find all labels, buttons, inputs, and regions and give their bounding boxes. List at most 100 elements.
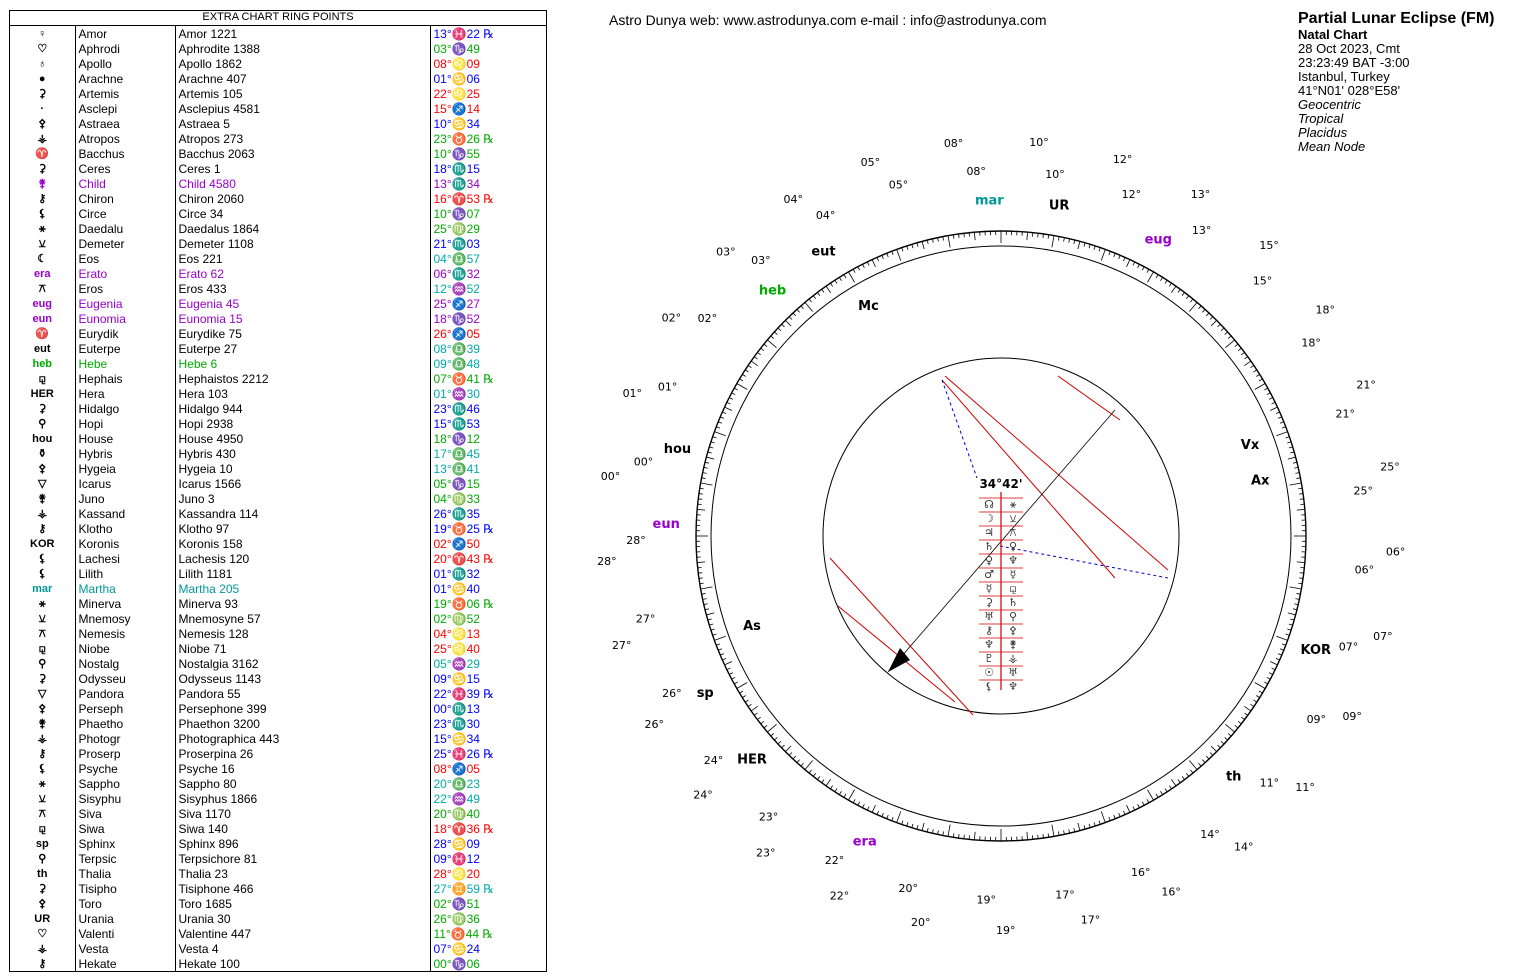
degree-tick [1292, 461, 1298, 464]
degree-tick [1237, 347, 1242, 352]
wheel-degree-label: 28° [597, 555, 617, 568]
degree-tick [707, 451, 712, 454]
degree-tick [1287, 456, 1296, 460]
wheel-degree-label: 20° [911, 916, 931, 929]
degree-tick [1275, 411, 1280, 414]
degree-tick [1290, 618, 1295, 621]
row-full-name: Artemis 105 [175, 86, 431, 101]
degree-tick [720, 416, 725, 419]
table-row: ⚹ Sappho Sappho 80 20°♎23 [10, 776, 546, 791]
degree-tick [834, 788, 838, 793]
row-symbol-icon: ⚹ [10, 221, 76, 236]
degree-tick [1042, 834, 1044, 839]
degree-tick [1256, 695, 1260, 698]
degree-tick [698, 577, 703, 579]
wheel-degree-label: 24° [693, 788, 713, 801]
table-row: ⚺ Demeter Demeter 1108 21°♏03 [10, 236, 546, 251]
row-symbol-icon: ⚶ [10, 506, 76, 521]
row-short-name: Martha [75, 581, 176, 596]
degree-tick [974, 831, 976, 840]
wheel-degree-label: 24° [704, 754, 724, 767]
row-position: 07°♋24 [433, 941, 480, 956]
row-full-name: Martha 205 [175, 581, 431, 596]
row-symbol-icon: ♡ [10, 41, 76, 56]
row-full-name: Pandora 55 [175, 686, 431, 701]
row-symbol-icon: ⚼ [10, 821, 76, 836]
degree-tick [699, 487, 704, 490]
row-full-name: Klotho 97 [175, 521, 431, 536]
degree-tick [1258, 690, 1263, 694]
chart-time: 23:23:49 BAT -3:00 [1298, 55, 1410, 70]
row-full-name: Photographica 443 [175, 731, 431, 746]
wheel-point-label: UR [1049, 199, 1070, 214]
wheel-degree-label: 19° [977, 894, 997, 907]
row-symbol-icon: ⚳ [10, 671, 76, 686]
row-symbol-icon: ⚸ [10, 566, 76, 581]
aspect-line [941, 379, 1116, 579]
degree-tick [1290, 451, 1295, 454]
chart-coords: 41°N01' 028°E58' [1298, 83, 1401, 98]
degree-tick [712, 436, 717, 439]
degree-tick [1137, 804, 1140, 808]
row-position: 04°♎57 [433, 251, 480, 266]
table-row: eun Eunomia Eunomia 15 18°♑52 [10, 311, 546, 326]
row-position: 25°♐27 [433, 296, 480, 311]
row-position: 25°♌40 [433, 641, 480, 656]
table-row: ♡ Aphrodi Aphrodite 1388 03°♑49 [10, 41, 546, 56]
row-short-name: Astraea [75, 116, 176, 131]
degree-tick [1068, 829, 1070, 834]
row-position: 10°♑55 [433, 146, 480, 161]
degree-tick [792, 755, 797, 760]
degree-tick [1224, 737, 1228, 741]
table-row: ⚵ Child Child 4580 13°♏34 [10, 176, 546, 191]
degree-tick [1288, 446, 1293, 449]
degree-tick [700, 482, 713, 486]
row-symbol-icon: ⚲ [10, 851, 76, 866]
degree-tick [921, 241, 925, 250]
degree-tick [1295, 472, 1300, 474]
center-left-glyph-icon: ☽ [984, 512, 994, 525]
aspect-line-dashed [941, 379, 978, 479]
degree-tick [1093, 822, 1096, 827]
row-position: 09°♎48 [433, 356, 480, 371]
row-position: 15°♋34 [433, 731, 480, 746]
degree-tick [781, 744, 785, 749]
degree-tick [706, 612, 715, 616]
degree-tick [1141, 801, 1145, 806]
degree-tick [796, 309, 800, 313]
center-right-glyph-icon: ♆ [1008, 680, 1018, 693]
row-position: 10°♑07 [433, 206, 480, 221]
wheel-degree-label: 08° [966, 165, 986, 178]
table-row: ⚼ Niobe Niobe 71 25°♌40 [10, 641, 546, 656]
row-full-name: Siva 1170 [175, 806, 431, 821]
degree-tick [718, 421, 723, 424]
degree-tick [1225, 724, 1235, 733]
degree-tick [1244, 706, 1252, 712]
row-short-name: Daedalu [75, 221, 176, 236]
wheel-degree-label: 26° [662, 687, 682, 700]
row-full-name: Hygeia 10 [175, 461, 431, 476]
row-symbol-icon: ⚳ [10, 401, 76, 416]
degree-tick [1113, 814, 1116, 819]
wheel-degree-label: 13° [1191, 188, 1211, 201]
row-full-name: Chiron 2060 [175, 191, 431, 206]
degree-tick [1220, 327, 1225, 332]
table-row: hou House House 4950 18°♑12 [10, 431, 546, 446]
degree-tick [921, 822, 925, 831]
degree-tick [886, 253, 889, 258]
wheel-degree-label: 25° [1354, 485, 1374, 498]
row-position: 18°♑12 [433, 431, 480, 446]
wheel-degree-label: 17° [1081, 914, 1101, 927]
wheel-point-label: KOR [1301, 643, 1332, 658]
degree-tick [726, 667, 731, 671]
row-symbol-icon: heb [10, 356, 76, 371]
center-left-glyph-icon: ♇ [984, 652, 994, 665]
row-short-name: Sisyphu [75, 791, 176, 806]
degree-tick [808, 769, 812, 774]
table-row: ⚸ Circe Circe 34 10°♑07 [10, 206, 546, 221]
row-short-name: Terpsic [75, 851, 176, 866]
row-position: 23°♏30 [433, 716, 480, 731]
aspect-line [829, 557, 974, 716]
degree-tick [744, 369, 749, 373]
chart-info: Partial Lunar Eclipse (FM) Natal Chart 2… [1298, 10, 1494, 154]
